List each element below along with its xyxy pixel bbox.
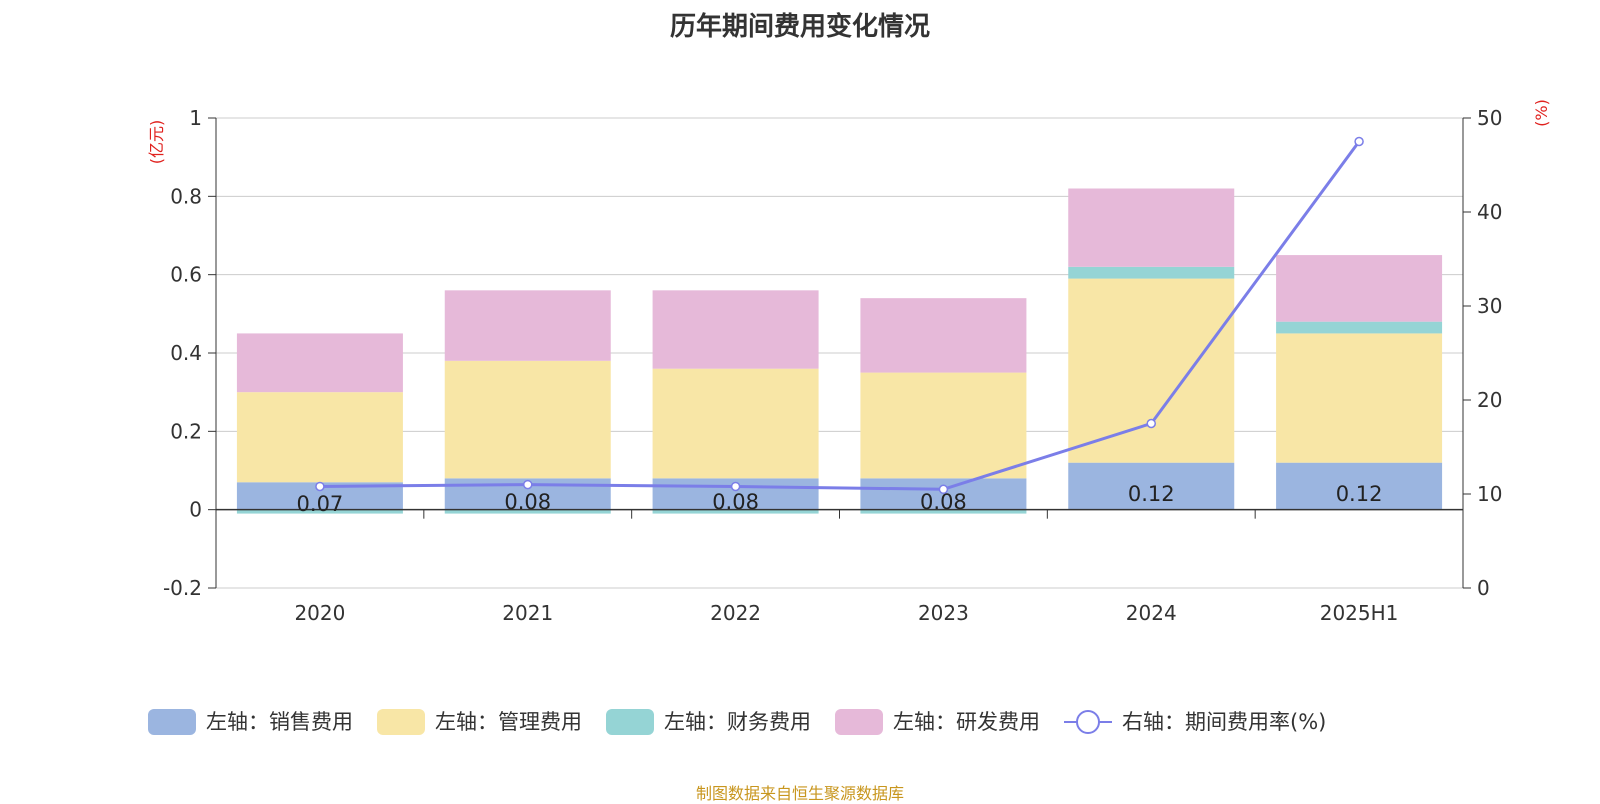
- x-tick-label: 2021: [502, 601, 553, 625]
- x-tick-label: 2022: [710, 601, 761, 625]
- bar-segment[interactable]: [652, 290, 819, 369]
- data-source-note: 制图数据来自恒生聚源数据库: [695, 784, 904, 803]
- legend-label[interactable]: 右轴：期间费用率(%): [1122, 710, 1326, 734]
- line-point[interactable]: [1354, 136, 1364, 147]
- legend-swatch[interactable]: [606, 709, 654, 735]
- bar-segment[interactable]: [860, 372, 1027, 479]
- y-right-unit-label: (%): [1532, 99, 1551, 127]
- y-right-tick-label: 30: [1477, 294, 1502, 318]
- bar-segment[interactable]: [1276, 462, 1443, 510]
- bar-segment[interactable]: [860, 298, 1027, 373]
- y-right-tick-label: 50: [1477, 106, 1502, 130]
- bar-segment[interactable]: [236, 509, 403, 514]
- bar-data-label: 0.08: [504, 490, 551, 514]
- y-left-tick-label: 0: [189, 498, 202, 522]
- y-right-tick-label: 40: [1477, 200, 1502, 224]
- y-right-tick-label: 20: [1477, 388, 1502, 412]
- y-left-tick-label: 0.4: [170, 341, 202, 365]
- bar-segment[interactable]: [1068, 278, 1235, 463]
- bar-data-label: 0.12: [1128, 482, 1175, 506]
- bar-segment[interactable]: [236, 392, 403, 483]
- bar-segment[interactable]: [1276, 321, 1443, 334]
- bar-segment[interactable]: [1068, 462, 1235, 510]
- line-point[interactable]: [523, 479, 533, 490]
- x-tick-label: 2023: [918, 601, 969, 625]
- bar-segment[interactable]: [860, 509, 1027, 514]
- legend-label[interactable]: 左轴：管理费用: [435, 710, 582, 734]
- bar-data-label: 0.07: [297, 492, 344, 516]
- line-point[interactable]: [1146, 418, 1156, 429]
- line-point[interactable]: [315, 481, 325, 492]
- line-point[interactable]: [730, 481, 741, 492]
- line-point[interactable]: [938, 484, 949, 495]
- legend-swatch-marker[interactable]: [1076, 710, 1100, 734]
- bar-segment[interactable]: [1068, 188, 1235, 267]
- x-tick-label: 2020: [294, 601, 345, 625]
- bar-segment[interactable]: [444, 360, 611, 479]
- chart-title: 历年期间费用变化情况: [669, 12, 930, 42]
- y-left-tick-label: 0.6: [170, 263, 202, 287]
- legend-label[interactable]: 左轴：销售费用: [206, 710, 353, 734]
- bar-data-label: 0.08: [712, 490, 759, 514]
- x-tick-label: 2024: [1126, 601, 1177, 625]
- y-left-tick-label: 1: [189, 106, 202, 130]
- y-left-unit-label: (亿元): [147, 120, 166, 165]
- y-right-tick-label: 0: [1477, 576, 1490, 600]
- bar-segment[interactable]: [652, 368, 819, 479]
- legend-label[interactable]: 左轴：财务费用: [664, 710, 811, 734]
- bar-segment[interactable]: [1276, 333, 1443, 463]
- legend-swatch[interactable]: [148, 709, 196, 735]
- bar-segment[interactable]: [1068, 266, 1235, 279]
- legend-swatch[interactable]: [377, 709, 425, 735]
- x-tick-label: 2025H1: [1320, 601, 1399, 625]
- legend-label[interactable]: 左轴：研发费用: [893, 710, 1040, 734]
- bar-segment[interactable]: [444, 290, 611, 361]
- line-series: [319, 140, 1361, 491]
- y-right-tick-label: 10: [1477, 482, 1502, 506]
- y-left-tick-label: 0.2: [170, 419, 202, 443]
- y-left-tick-label: -0.2: [163, 576, 202, 600]
- legend-swatch[interactable]: [835, 709, 883, 735]
- bar-segment[interactable]: [1276, 255, 1443, 322]
- y-left-tick-label: 0.8: [170, 184, 202, 208]
- bar-segment[interactable]: [652, 509, 819, 514]
- bar-segment[interactable]: [236, 333, 403, 393]
- bar-segment[interactable]: [444, 509, 611, 514]
- bar-data-label: 0.12: [1336, 482, 1383, 506]
